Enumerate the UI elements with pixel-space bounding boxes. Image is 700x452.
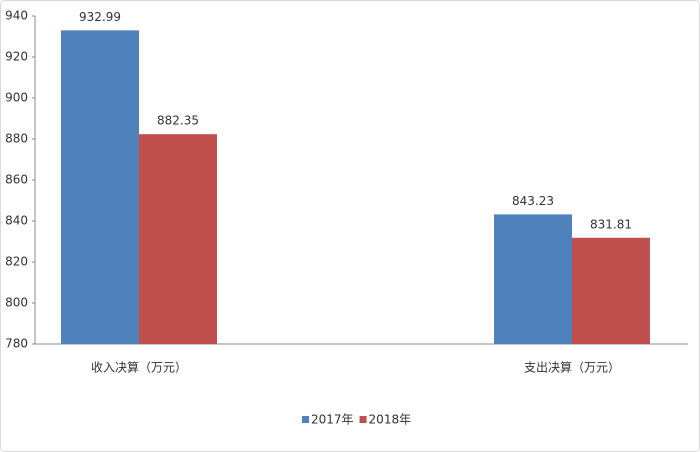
y-tick-label: 920 xyxy=(5,50,28,64)
x-tick-label: 收入决算（万元） xyxy=(91,360,187,375)
bar xyxy=(572,237,650,344)
x-tick-label: 支出决算（万元） xyxy=(524,360,620,375)
bar xyxy=(61,30,139,344)
legend-label: 2017年 xyxy=(311,413,354,427)
y-tick-label: 800 xyxy=(5,296,28,310)
y-tick-label: 780 xyxy=(5,337,28,351)
bar xyxy=(139,134,217,344)
y-tick-label: 900 xyxy=(5,91,28,105)
y-tick-label: 940 xyxy=(5,9,28,23)
legend-swatch xyxy=(359,416,367,423)
y-tick-label: 860 xyxy=(5,173,28,187)
legend-swatch xyxy=(302,416,309,423)
y-tick-label: 880 xyxy=(5,132,28,146)
data-label: 831.81 xyxy=(590,217,632,231)
data-label: 882.35 xyxy=(157,114,199,128)
y-tick-label: 820 xyxy=(5,255,28,269)
data-label: 932.99 xyxy=(79,10,121,24)
bar xyxy=(494,214,572,344)
data-label: 843.23 xyxy=(512,194,554,208)
legend-label: 2018年 xyxy=(369,413,412,427)
y-tick-label: 840 xyxy=(5,214,28,228)
